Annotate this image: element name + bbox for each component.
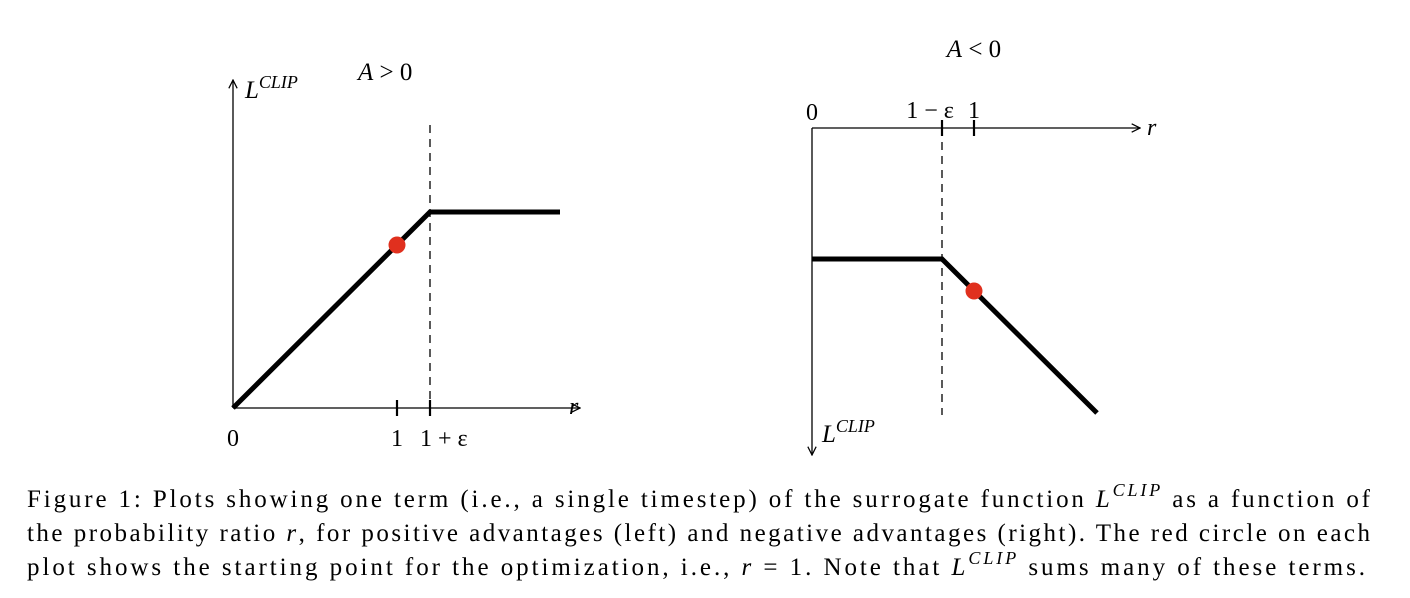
- caption-text: plot shows the starting point for the op…: [27, 554, 739, 581]
- x-axis-label: r: [569, 394, 579, 420]
- caption-line: the probability ratio r, for positive ad…: [27, 520, 1370, 547]
- caption-text: the probability ratio: [27, 520, 284, 547]
- tick-label: 0: [227, 426, 239, 452]
- tick-label: 1 + ε: [420, 426, 468, 452]
- x-axis-label: r: [1147, 115, 1157, 141]
- caption-math: r: [286, 520, 296, 547]
- superscript: CLIP: [836, 416, 875, 436]
- caption-text: Figure 1: Plots showing one term (i.e., …: [27, 486, 1093, 513]
- caption-math: L: [1095, 486, 1110, 513]
- caption-superscript: CLIP: [1113, 480, 1161, 500]
- start-point: [388, 236, 406, 254]
- caption-text: sums many of these terms.: [1019, 554, 1365, 581]
- plot-title: A > 0: [356, 59, 412, 86]
- caption-line: Figure 1: Plots showing one term (i.e., …: [27, 480, 1371, 513]
- tick-label: 1 − ε: [906, 98, 954, 124]
- start-point: [965, 282, 983, 300]
- caption-superscript: CLIP: [968, 548, 1016, 568]
- plot-title: A < 0: [945, 36, 1001, 63]
- y-axis-label: LCLIP: [244, 72, 298, 104]
- symbol: L: [821, 421, 836, 448]
- tick-label: 1: [968, 98, 980, 124]
- caption-text: as a function of: [1163, 486, 1371, 513]
- superscript: CLIP: [259, 72, 298, 92]
- caption-line: plot shows the starting point for the op…: [27, 548, 1365, 581]
- y-axis-label: LCLIP: [821, 416, 875, 448]
- left-plot: LCLIP A > 0 r 0 1 1 + ε: [227, 59, 580, 452]
- tick-label: 0: [806, 100, 818, 126]
- symbol: A: [945, 36, 963, 63]
- caption: Figure 1: Plots showing one term (i.e., …: [27, 480, 1371, 581]
- relation: < 0: [968, 36, 1001, 63]
- right-plot: A < 0 r 0 1 − ε 1 LCLIP: [806, 36, 1157, 455]
- caption-text: , for positive advantages (left) and neg…: [299, 520, 1371, 547]
- relation: > 0: [380, 59, 413, 86]
- tick-label: 1: [391, 426, 403, 452]
- symbol: L: [244, 77, 259, 104]
- clip-curve: [812, 256, 1099, 415]
- clip-curve: [231, 209, 560, 410]
- symbol: A: [356, 59, 374, 86]
- caption-math: L: [951, 554, 966, 581]
- caption-text: = 1. Note that: [754, 554, 948, 581]
- caption-math: r: [742, 554, 752, 581]
